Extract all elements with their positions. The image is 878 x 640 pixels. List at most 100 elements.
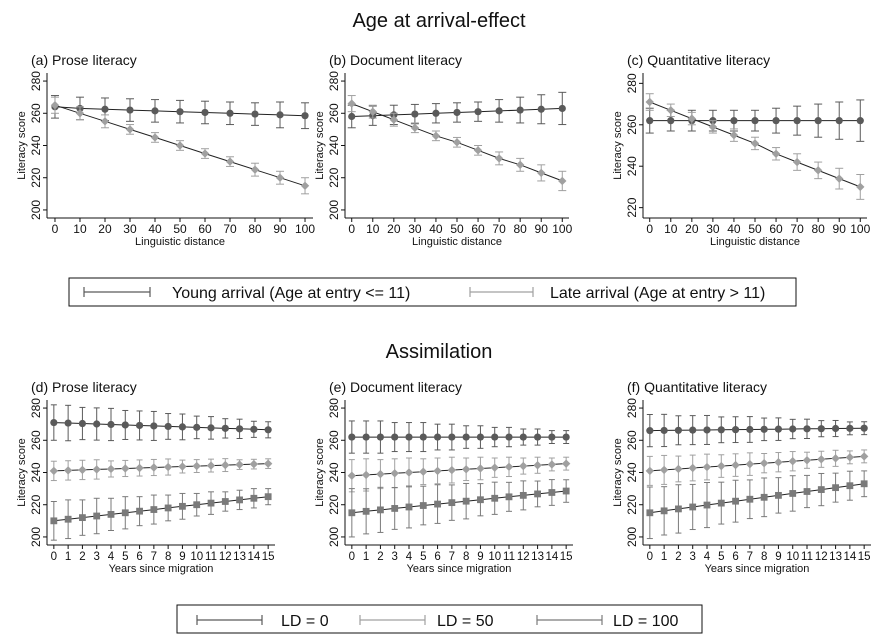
data-point	[775, 491, 782, 499]
data-point	[495, 107, 503, 115]
legend-label-late-arrival: Late arrival (Age at entry > 11)	[550, 285, 765, 302]
x-tick-label: 14	[545, 551, 558, 563]
data-point	[347, 99, 356, 108]
series	[645, 93, 865, 200]
y-tick-label: 200	[327, 527, 341, 547]
data-point	[361, 470, 371, 480]
data-point	[547, 460, 557, 469]
series	[50, 404, 272, 442]
data-point	[136, 507, 143, 515]
y-tick-label: 200	[29, 527, 43, 547]
data-point	[477, 496, 484, 504]
chart-panel: (d) Prose literacy200220240260280Literac…	[16, 379, 275, 575]
x-tick-label: 1	[363, 551, 369, 563]
data-point	[178, 462, 187, 471]
data-point	[405, 503, 413, 511]
panel-title: (c) Quantitative literacy	[627, 52, 770, 68]
data-point	[448, 433, 456, 441]
data-point	[150, 133, 160, 142]
data-point	[300, 181, 310, 190]
data-point	[646, 509, 654, 517]
x-tick-label: 9	[775, 551, 781, 563]
data-point	[835, 174, 844, 183]
series	[645, 99, 865, 142]
data-point	[207, 424, 215, 432]
data-point	[276, 111, 284, 119]
data-point	[516, 106, 524, 114]
x-tick-label: 70	[790, 222, 804, 236]
y-axis-label: Literacy score	[16, 438, 28, 506]
x-tick-label: 12	[219, 551, 232, 563]
data-point	[164, 504, 172, 512]
data-point	[64, 515, 72, 523]
data-point	[674, 426, 683, 434]
x-tick-label: 7	[747, 551, 753, 563]
x-tick-label: 50	[173, 222, 187, 236]
series	[49, 458, 273, 482]
y-tick-label: 260	[327, 103, 341, 123]
data-point	[519, 461, 528, 471]
x-tick-label: 0	[647, 551, 653, 563]
section-title-assimilation: Assimilation	[386, 341, 493, 363]
data-point	[689, 503, 697, 511]
x-tick-label: 70	[492, 222, 506, 236]
data-point	[856, 182, 865, 192]
data-point	[78, 419, 87, 428]
x-axis-label: Linguistic distance	[710, 236, 800, 248]
data-point	[771, 149, 781, 158]
data-point	[221, 498, 229, 505]
data-point	[101, 105, 109, 113]
legend-assimilation: LD = 0 LD = 50 LD = 100	[176, 604, 703, 634]
data-point	[251, 110, 259, 118]
data-point	[221, 424, 229, 432]
data-point	[368, 107, 377, 116]
x-tick-label: 11	[205, 551, 217, 563]
data-point	[107, 510, 115, 518]
data-point	[264, 493, 272, 501]
data-point	[135, 463, 144, 473]
y-tick-label: 220	[29, 167, 43, 187]
panel-title: (f) Quantitative literacy	[627, 379, 767, 395]
panel-title: (e) Document literacy	[329, 379, 462, 395]
x-tick-label: 5	[420, 551, 426, 563]
series-line	[649, 427, 865, 432]
data-point	[659, 465, 669, 475]
data-point	[490, 463, 499, 472]
data-point	[176, 108, 184, 116]
x-tick-label: 10	[190, 551, 203, 563]
y-tick-label: 260	[625, 430, 639, 450]
data-point	[772, 117, 780, 125]
data-point	[164, 422, 172, 431]
data-point	[461, 465, 471, 474]
x-tick-label: 10	[488, 551, 501, 563]
series	[645, 449, 869, 486]
x-tick-label: 7	[449, 551, 455, 563]
data-point	[473, 146, 483, 155]
x-tick-label: 1	[661, 551, 667, 563]
y-tick-label: 260	[29, 103, 43, 123]
x-tick-label: 20	[98, 222, 112, 236]
data-point	[789, 490, 797, 497]
data-point	[405, 433, 413, 441]
x-tick-label: 10	[73, 222, 87, 236]
data-point	[534, 490, 541, 498]
series	[50, 96, 310, 195]
data-point	[494, 154, 504, 163]
data-point	[491, 433, 499, 441]
x-tick-label: 11	[503, 551, 515, 563]
data-point	[419, 433, 427, 441]
x-tick-label: 13	[233, 551, 246, 563]
data-point	[432, 109, 440, 117]
data-point	[751, 117, 759, 125]
data-point	[702, 462, 712, 472]
y-tick-label: 280	[625, 73, 639, 93]
data-point	[236, 496, 243, 504]
x-tick-label: 40	[429, 222, 443, 236]
x-tick-label: 5	[122, 551, 128, 563]
data-point	[789, 425, 797, 433]
data-point	[537, 168, 546, 178]
data-point	[410, 123, 420, 132]
y-tick-label: 260	[327, 430, 341, 450]
y-tick-label: 240	[625, 462, 639, 482]
